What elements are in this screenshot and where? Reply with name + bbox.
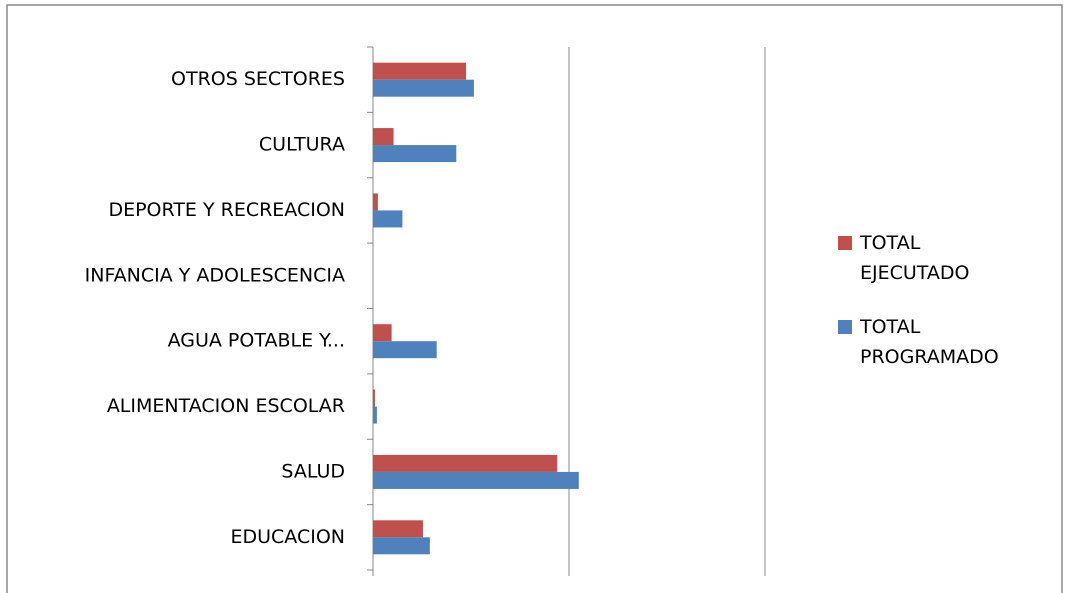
y-tick-label: ALIMENTACION ESCOLAR xyxy=(107,395,345,417)
bar xyxy=(373,389,375,407)
y-tick-label: AGUA POTABLE Y... xyxy=(168,330,345,352)
y-tick-label: INFANCIA Y ADOLESCENCIA xyxy=(85,264,345,286)
y-tick-label: DEPORTE Y RECREACION xyxy=(108,199,345,221)
frame xyxy=(6,4,1063,593)
bar xyxy=(373,145,457,163)
legend-item: TOTAL PROGRAMADO xyxy=(838,312,1048,372)
legend-label: TOTAL EJECUTADO xyxy=(860,232,970,284)
bar xyxy=(373,79,474,97)
legend-swatch xyxy=(838,320,852,334)
bar xyxy=(373,520,423,538)
y-tick-label: EDUCACION xyxy=(230,526,345,548)
bar xyxy=(373,193,378,211)
bar xyxy=(373,454,558,472)
bar xyxy=(373,341,437,359)
bar xyxy=(373,62,467,80)
bar xyxy=(373,471,579,489)
legend-item: TOTAL EJECUTADO xyxy=(838,228,1048,288)
y-tick-label: OTROS SECTORES xyxy=(171,68,345,90)
legend-label: TOTAL PROGRAMADO xyxy=(860,316,999,368)
bar xyxy=(373,210,403,228)
bar xyxy=(373,324,392,342)
bar xyxy=(373,406,377,424)
bar xyxy=(373,537,430,555)
y-tick-label: SALUD xyxy=(281,460,345,482)
legend-swatch xyxy=(838,236,852,250)
bar xyxy=(373,128,394,146)
y-tick-label: CULTURA xyxy=(259,134,345,156)
